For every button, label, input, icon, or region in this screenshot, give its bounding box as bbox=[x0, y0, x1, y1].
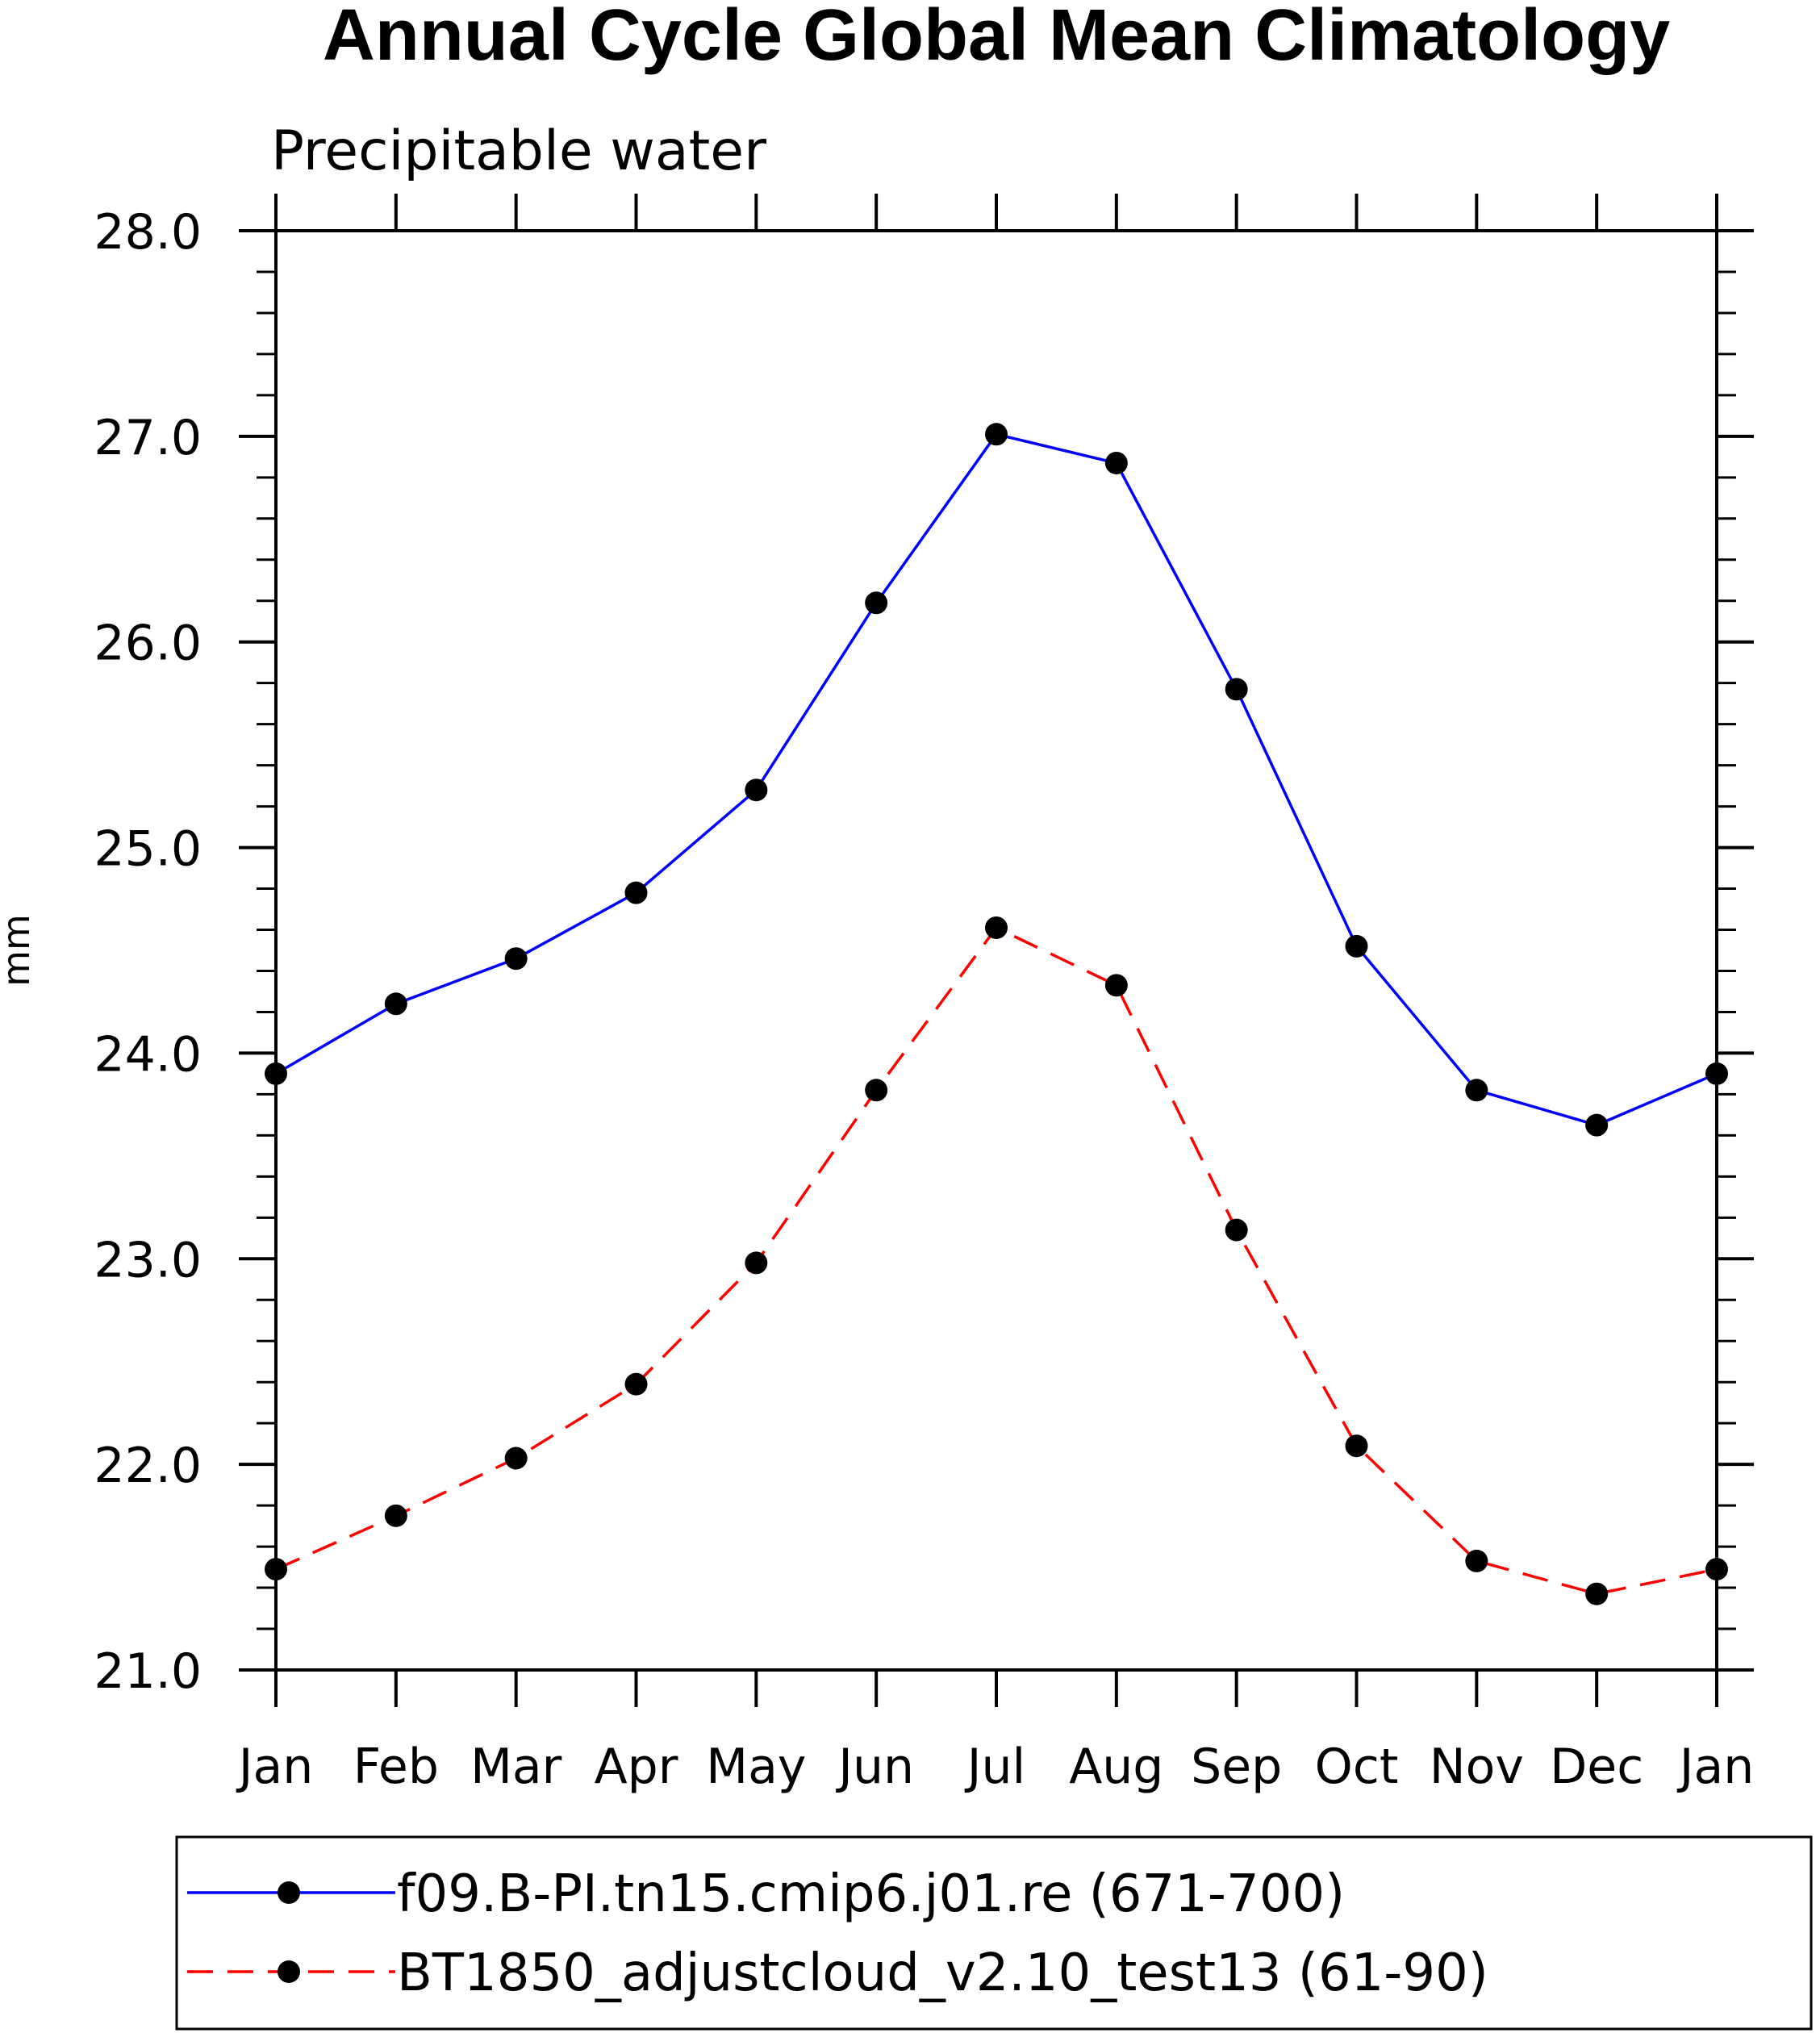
y-tick-label: 26.0 bbox=[94, 616, 202, 672]
data-point bbox=[384, 1504, 407, 1527]
data-point bbox=[384, 992, 407, 1016]
x-tick-label: Aug bbox=[1069, 1739, 1163, 1795]
series-line-2 bbox=[275, 925, 1718, 1596]
x-tick-labels: Jan Feb Mar Apr May Jun Jul Aug Sep Oct Nov Dec Jan bbox=[236, 1739, 1755, 1795]
x-tick-label: Feb bbox=[353, 1739, 439, 1795]
data-point bbox=[985, 423, 1008, 446]
data-point bbox=[1465, 1079, 1488, 1102]
plot-frame bbox=[274, 229, 1718, 1672]
legend-marker-1 bbox=[278, 1881, 300, 1904]
y-tick-label: 25.0 bbox=[94, 821, 202, 878]
x-tick-label: Mar bbox=[470, 1739, 562, 1795]
y-tick-label: 21.0 bbox=[94, 1643, 202, 1700]
x-tick-label: Jan bbox=[236, 1739, 314, 1795]
legend-box bbox=[175, 1835, 1813, 2031]
chart-subtitle: Precipitable water bbox=[271, 119, 766, 183]
series-group bbox=[265, 423, 1728, 1605]
legend-label-2: BT1850_adjustcloud_v2.10_test13 (61-90) bbox=[397, 1943, 1488, 2003]
data-point bbox=[1104, 974, 1128, 997]
data-point bbox=[1465, 1549, 1488, 1572]
data-point bbox=[1345, 1434, 1368, 1458]
y-tick-label: 28.0 bbox=[94, 204, 202, 261]
x-tick-label: Jan bbox=[1676, 1739, 1755, 1795]
data-point bbox=[504, 1446, 528, 1470]
data-point bbox=[745, 1251, 768, 1275]
data-point bbox=[1104, 451, 1128, 474]
data-point bbox=[1225, 1218, 1248, 1242]
data-point bbox=[745, 779, 768, 802]
data-point bbox=[1345, 934, 1368, 958]
x-tick-label: Apr bbox=[595, 1739, 678, 1795]
data-point bbox=[865, 591, 888, 615]
data-point bbox=[1585, 1113, 1609, 1137]
x-tick-label: Oct bbox=[1315, 1739, 1399, 1795]
x-tick-label: May bbox=[706, 1739, 806, 1795]
series-line-1 bbox=[275, 432, 1718, 1127]
x-tick-label: Jun bbox=[835, 1739, 914, 1795]
y-tick-label: 24.0 bbox=[94, 1026, 202, 1083]
y-tick-label: 23.0 bbox=[94, 1232, 202, 1288]
x-tick-label: Dec bbox=[1550, 1739, 1643, 1795]
data-point bbox=[985, 916, 1008, 939]
chart-title: Annual Cycle Global Mean Climatology bbox=[323, 0, 1670, 76]
data-point bbox=[504, 947, 528, 971]
data-point bbox=[1585, 1582, 1609, 1605]
x-tick-label: Jul bbox=[964, 1739, 1025, 1795]
x-tick-label: Sep bbox=[1191, 1739, 1282, 1795]
data-point bbox=[865, 1079, 888, 1102]
legend: f09.B-PI.tn15.cmip6.j01.re (671-700) BT18… bbox=[175, 1835, 1813, 2031]
x-tick-label: Nov bbox=[1430, 1739, 1524, 1795]
legend-label-1: f09.B-PI.tn15.cmip6.j01.re (671-700) bbox=[397, 1864, 1345, 1924]
data-point bbox=[624, 881, 648, 904]
axis-ticks bbox=[239, 194, 1754, 1707]
data-point bbox=[1225, 678, 1248, 701]
y-tick-label: 27.0 bbox=[94, 410, 202, 466]
y-axis-label: mm bbox=[0, 914, 38, 987]
data-point bbox=[624, 1372, 648, 1396]
legend-marker-2 bbox=[278, 1960, 300, 1983]
y-tick-labels: 21.0 22.0 23.0 24.0 25.0 26.0 27.0 28.0 bbox=[94, 204, 202, 1700]
y-tick-label: 22.0 bbox=[94, 1438, 202, 1494]
